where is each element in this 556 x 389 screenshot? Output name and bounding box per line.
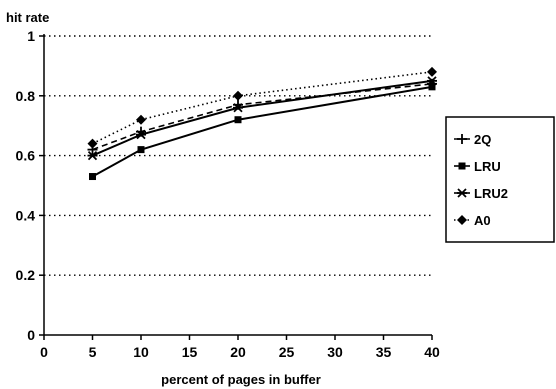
legend-label: 2Q [474, 132, 491, 147]
legend-marker [457, 188, 467, 198]
y-tick-label: 0.8 [16, 88, 36, 104]
x-axis-label: percent of pages in buffer [161, 372, 321, 387]
x-tick-label: 5 [89, 344, 97, 360]
series-line [92, 85, 433, 178]
data-point [234, 116, 242, 124]
series-lru [89, 83, 436, 181]
y-tick-label: 0.4 [16, 207, 36, 223]
data-point [427, 76, 437, 86]
y-tick-label: 0 [27, 327, 35, 343]
data-point [136, 114, 146, 125]
axes [43, 34, 432, 336]
x-tick-label: 30 [327, 344, 343, 360]
series-line [92, 83, 433, 151]
legend-item: LRU [454, 159, 501, 174]
data-point [428, 83, 436, 91]
legend-marker [457, 134, 467, 144]
legend-marker [458, 162, 466, 170]
series-lru2 [87, 76, 437, 161]
data-point [233, 90, 243, 101]
series-line [92, 79, 433, 157]
y-axis-label: hit rate [6, 10, 49, 25]
x-tick-label: 40 [424, 344, 440, 360]
y-ticks: 0 0.2 0.4 0.6 0.8 1 [16, 28, 44, 343]
x-tick-label: 20 [230, 344, 246, 360]
x-tick-label: 10 [133, 344, 149, 360]
legend-item: A0 [454, 213, 491, 228]
data-point [136, 130, 146, 140]
grid [44, 35, 432, 276]
y-tick-label: 0.6 [16, 148, 36, 164]
series-a0 [87, 66, 437, 149]
data-point [427, 66, 437, 77]
legend-item: 2Q [454, 132, 491, 147]
x-ticks: 0 5 10 15 20 25 30 35 40 [40, 335, 440, 360]
data-point [87, 150, 98, 161]
y-tick-label: 0.2 [16, 267, 36, 283]
data-point [233, 103, 243, 113]
series-lines [87, 66, 437, 181]
series-line [92, 71, 433, 145]
legend: 2Q LRU LRU2 A0 [445, 116, 555, 243]
x-tick-label: 35 [376, 344, 392, 360]
data-point [89, 173, 96, 181]
x-tick-label: 0 [40, 344, 48, 360]
legend-marker [457, 215, 467, 225]
legend-label: A0 [474, 213, 491, 228]
legend-label: LRU2 [474, 186, 508, 201]
x-tick-label: 25 [279, 344, 295, 360]
legend-label: LRU [474, 159, 501, 174]
x-tick-label: 15 [182, 344, 198, 360]
legend-item: LRU2 [454, 186, 508, 201]
data-point [87, 138, 98, 149]
data-point [137, 146, 145, 154]
y-tick-label: 1 [27, 28, 35, 44]
